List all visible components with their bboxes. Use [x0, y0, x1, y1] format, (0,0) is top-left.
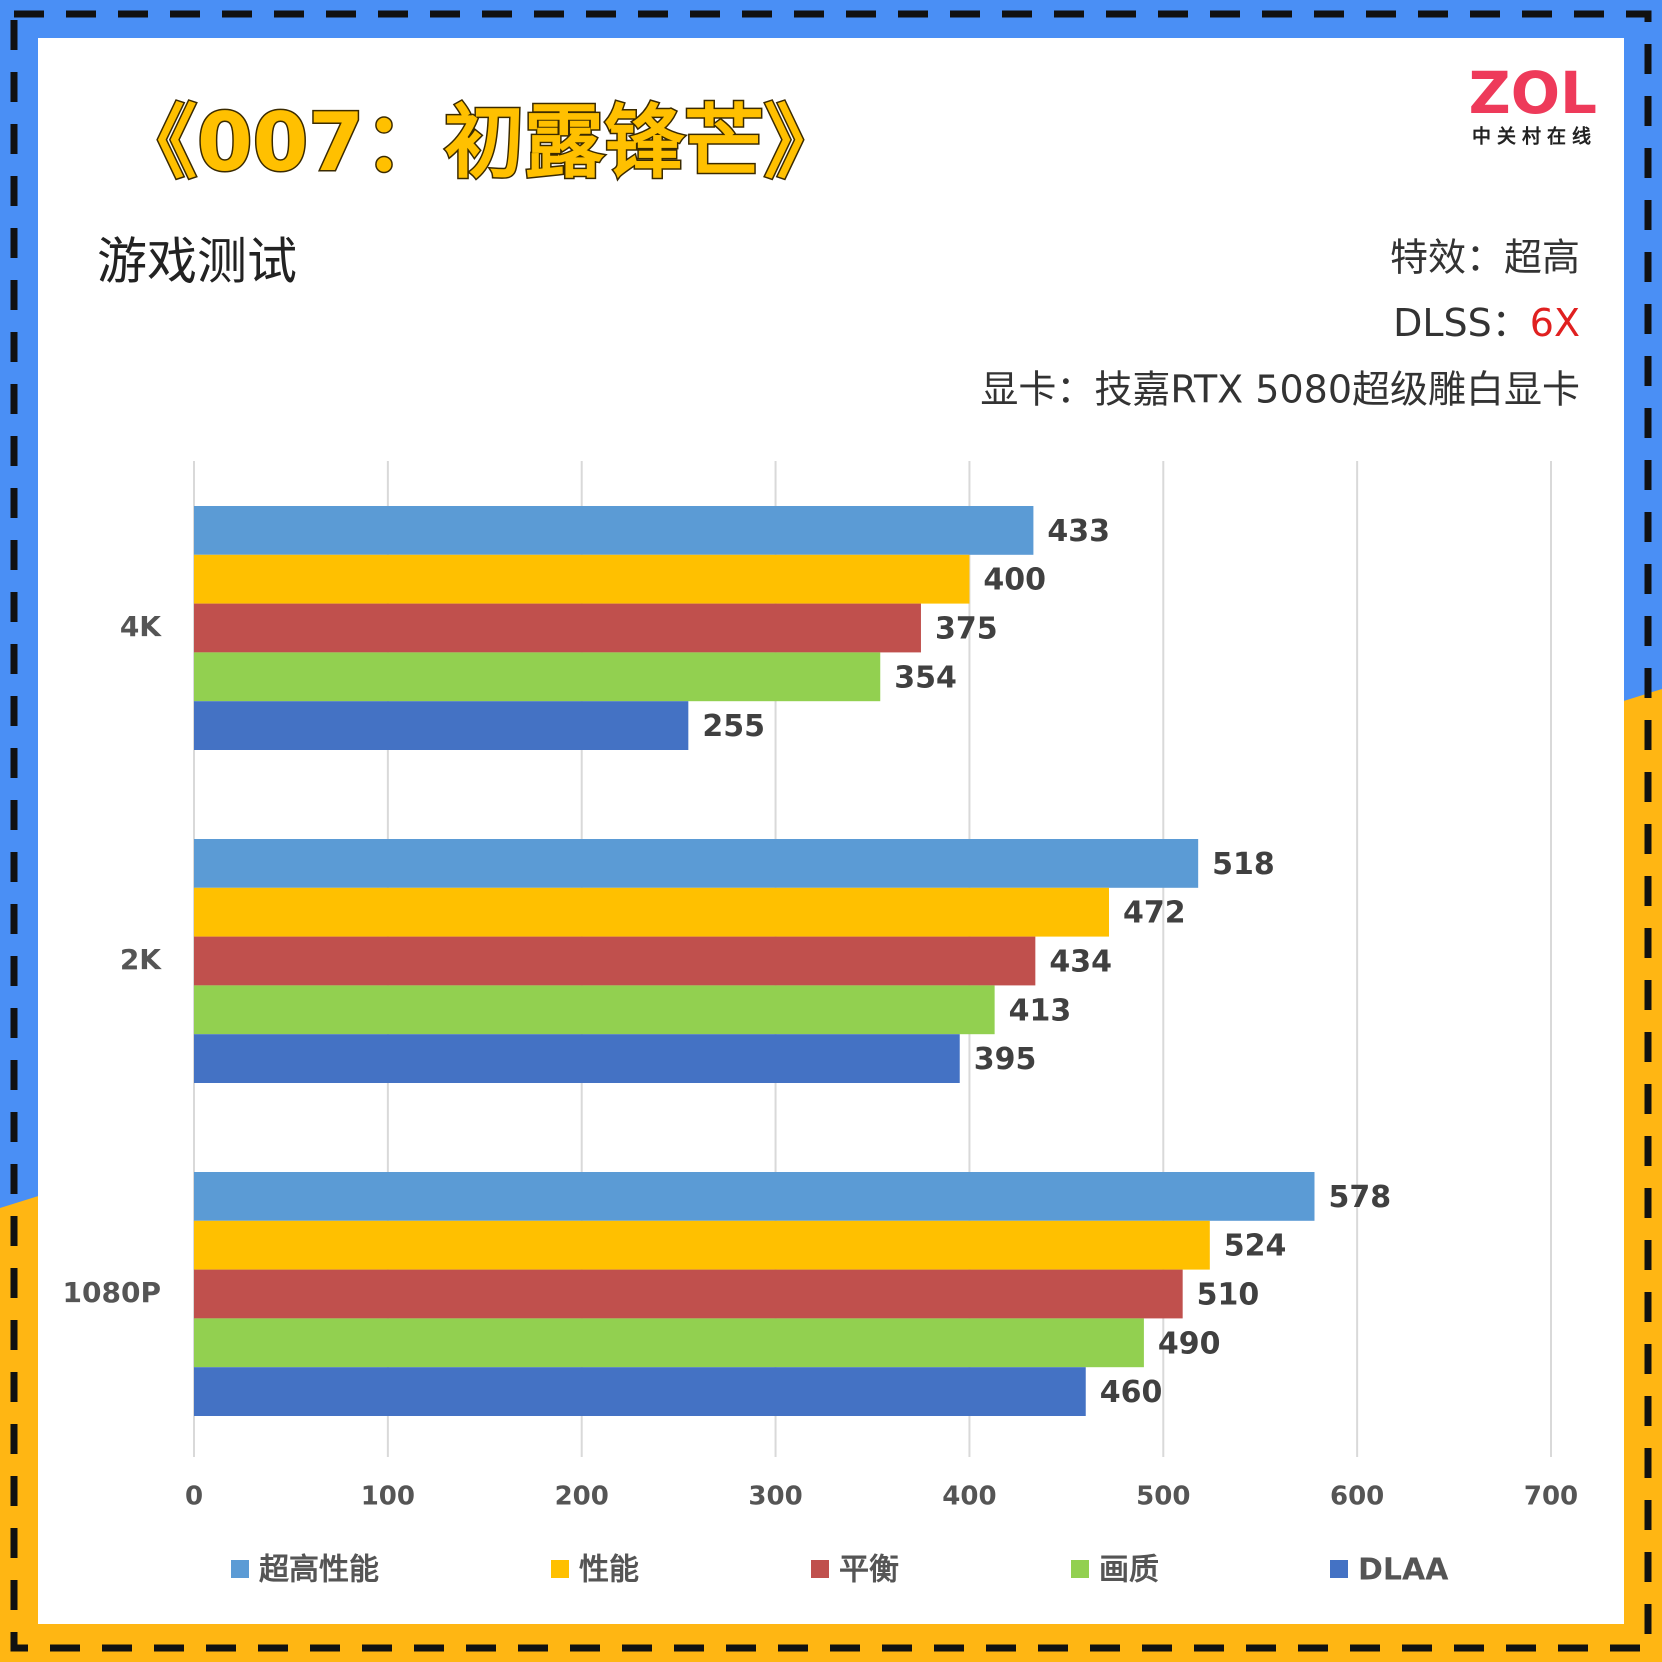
annotation: 特效：超高 [1390, 236, 1580, 280]
bar [194, 936, 1036, 986]
bar [194, 554, 970, 604]
value-label: 255 [702, 709, 765, 744]
value-label: 413 [1009, 993, 1072, 1028]
value-label: 460 [1100, 1375, 1163, 1410]
chart-subtitle: 游戏测试 [97, 233, 297, 291]
x-tick-label: 200 [555, 1482, 609, 1512]
dashed-border [10, 10, 1652, 1652]
legend-label: 性能 [579, 1553, 639, 1588]
value-label: 375 [935, 612, 998, 647]
legend-swatch [551, 1560, 569, 1578]
value-label: 395 [974, 1042, 1037, 1077]
x-tick-label: 700 [1524, 1482, 1578, 1512]
legend-swatch [1330, 1560, 1348, 1578]
x-tick-label: 600 [1330, 1482, 1384, 1512]
logo: ZOL [1469, 59, 1597, 127]
y-tick-label: 4K [120, 610, 162, 643]
value-label: 472 [1123, 896, 1186, 931]
annotation: 显卡：技嘉RTX 5080超级雕白显卡 [980, 368, 1580, 412]
bar [194, 839, 1199, 888]
x-tick-label: 100 [361, 1482, 415, 1512]
value-label: 578 [1328, 1180, 1391, 1215]
bar [194, 985, 995, 1035]
value-label: 354 [894, 660, 957, 695]
chart-title: 《007：初露锋芒》 [117, 96, 844, 189]
legend-swatch [1071, 1560, 1089, 1578]
value-label: 524 [1224, 1229, 1287, 1264]
legend-swatch [231, 1560, 249, 1578]
legend-label: DLAA [1358, 1553, 1449, 1588]
bar [194, 652, 881, 702]
value-label: 490 [1158, 1326, 1221, 1361]
bar [194, 1269, 1183, 1319]
y-tick-label: 2K [120, 943, 162, 976]
x-tick-label: 300 [748, 1482, 802, 1512]
legend-label: 超高性能 [259, 1553, 379, 1588]
value-label: 400 [983, 563, 1046, 598]
value-label: 510 [1197, 1278, 1260, 1313]
x-tick-label: 500 [1136, 1482, 1190, 1512]
bar [194, 603, 921, 653]
value-label: 433 [1047, 514, 1110, 549]
annotation-highlight: 6X [1530, 301, 1580, 345]
x-tick-label: 400 [942, 1482, 996, 1512]
logo-caption: 中关村在线 [1472, 125, 1597, 148]
bar [194, 1034, 960, 1083]
annotation-line: DLSS：6X [1393, 301, 1580, 345]
bar [194, 1367, 1086, 1416]
value-label: 518 [1212, 847, 1275, 882]
bar [194, 506, 1034, 555]
bar [194, 1318, 1144, 1368]
y-tick-label: 1080P [63, 1276, 161, 1309]
bar [194, 887, 1110, 937]
bar [194, 701, 689, 750]
x-tick-label: 0 [185, 1482, 203, 1512]
annotation: DLSS： [1393, 301, 1530, 345]
bar [194, 1220, 1210, 1270]
value-label: 434 [1049, 945, 1112, 980]
legend-label: 平衡 [839, 1553, 899, 1588]
legend-swatch [811, 1560, 829, 1578]
bar [194, 1172, 1315, 1221]
legend-label: 画质 [1099, 1553, 1159, 1588]
